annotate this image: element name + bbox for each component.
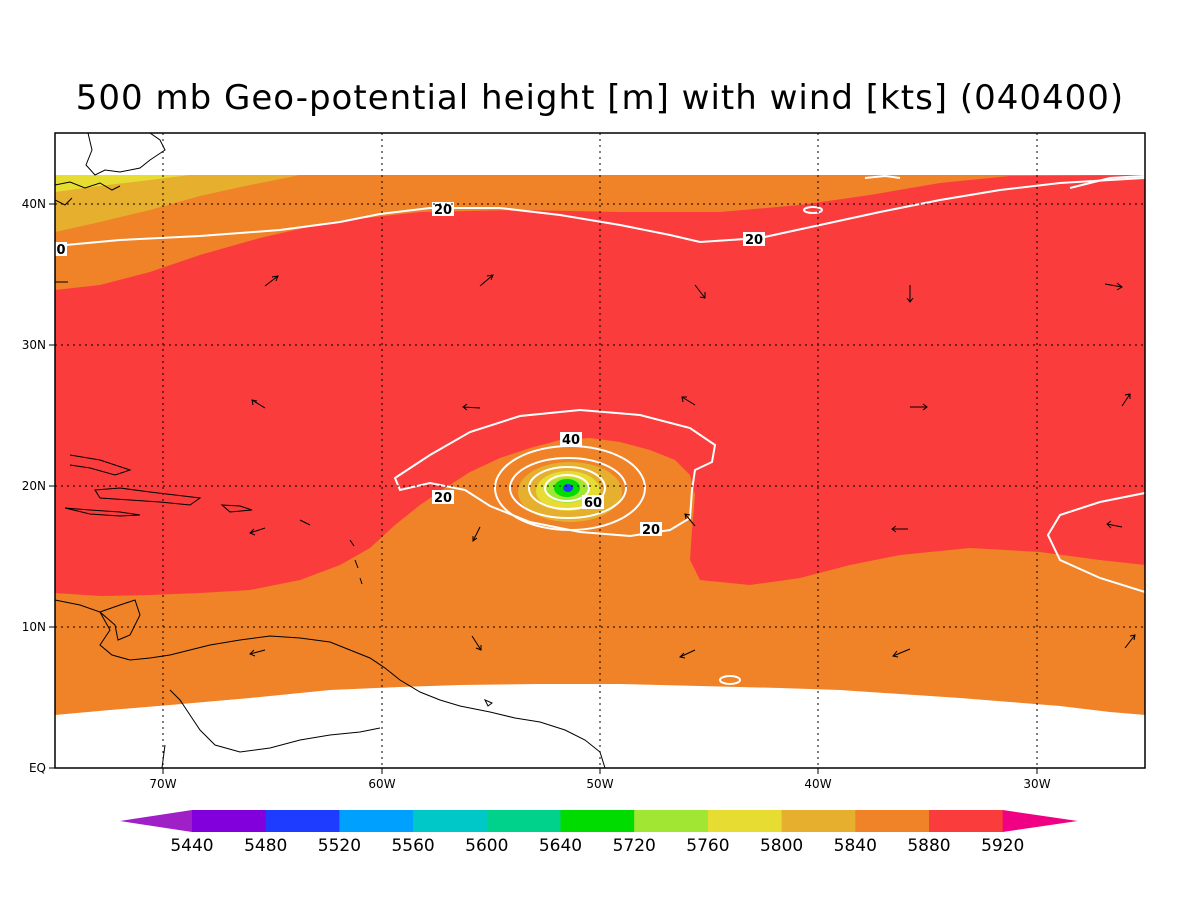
contour-labels: 20 20 0 40 60 20 20 (55, 202, 765, 538)
colorbar-label: 5800 (760, 836, 803, 856)
colorbar-label: 5720 (613, 836, 656, 856)
colorbar-label: 5640 (539, 836, 582, 856)
lon-tick-label: 70W (149, 777, 176, 791)
lat-tick-label: 30N (22, 338, 46, 352)
lat-axis: EQ 10N 20N 30N 40N (22, 197, 46, 775)
colorbar-label: 5600 (465, 836, 508, 856)
colorbar-swatch (560, 810, 635, 832)
lon-tick-label: 30W (1023, 777, 1050, 791)
colorbar-swatch (486, 810, 561, 832)
isotachs (55, 174, 1145, 685)
lat-tick-label: EQ (29, 761, 46, 775)
colorbar-swatch (413, 810, 488, 832)
colorbar-label: 5840 (834, 836, 877, 856)
colorbar-label: 5760 (686, 836, 729, 856)
map-area: 20 20 0 40 60 20 20 (55, 133, 1145, 768)
contour-label: 60 (584, 496, 602, 511)
contour-label: 40 (562, 433, 580, 448)
colorbar-label: 5560 (391, 836, 434, 856)
lat-tick-label: 10N (22, 620, 46, 634)
lon-tick-label: 40W (804, 777, 831, 791)
lon-axis: 70W 60W 50W 40W 30W (149, 777, 1050, 791)
contour-label: 20 (434, 491, 452, 506)
colorbar-label: 5480 (244, 836, 287, 856)
height-field-5760 (55, 175, 190, 192)
colorbar-swatch (265, 810, 340, 832)
colorbar-arrow-low (120, 810, 192, 832)
contour-label: 20 (642, 523, 660, 538)
colorbar-swatch (339, 810, 414, 832)
colorbar-label: 5920 (981, 836, 1024, 856)
wind-vectors (55, 274, 1136, 659)
vortex-core (563, 484, 573, 492)
contour-label: 0 (56, 243, 65, 258)
lon-tick-label: 50W (586, 777, 613, 791)
colorbar-swatch (634, 810, 709, 832)
colorbar-arrow-high (1002, 810, 1078, 832)
colorbar-label: 5880 (907, 836, 950, 856)
contour-label: 20 (745, 233, 763, 248)
lat-tick-label: 40N (22, 197, 46, 211)
colorbar-swatch (855, 810, 930, 832)
colorbar-label: 5440 (170, 836, 213, 856)
map-title: 500 mb Geo-potential height [m] with win… (75, 78, 1125, 118)
colorbar-swatch (707, 810, 783, 832)
contour-label: 20 (434, 203, 452, 218)
colorbar-swatch (781, 810, 856, 832)
height-field-5800 (55, 175, 300, 232)
colorbar: 5440 5480 5520 5560 5600 5640 5720 5760 5800 5840… (120, 810, 1078, 856)
colorbar-label: 5520 (318, 836, 361, 856)
colorbar-swatch (192, 810, 267, 832)
colorbar-swatch (929, 810, 1004, 832)
lon-tick-label: 60W (368, 777, 395, 791)
graticule (55, 133, 1145, 768)
lat-tick-label: 20N (22, 479, 46, 493)
